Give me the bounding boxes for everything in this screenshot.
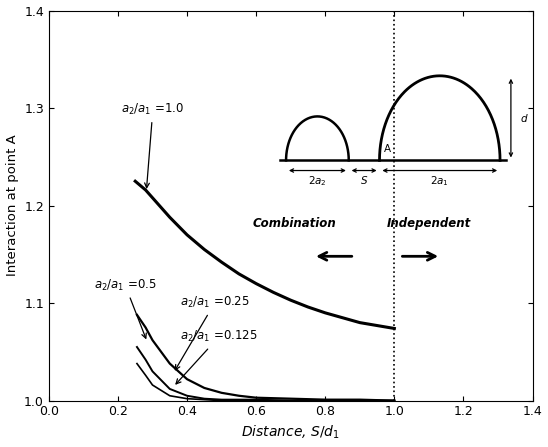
Text: $a_2/a_1$ =0.5: $a_2/a_1$ =0.5 bbox=[94, 278, 157, 338]
Text: A: A bbox=[384, 144, 391, 154]
Text: $a_2/a_1$ =0.25: $a_2/a_1$ =0.25 bbox=[175, 295, 250, 370]
Text: $2a_2$: $2a_2$ bbox=[308, 174, 327, 188]
Text: $d$: $d$ bbox=[520, 112, 529, 124]
Text: Combination: Combination bbox=[252, 217, 336, 230]
Text: $a_2/a_1$ =0.125: $a_2/a_1$ =0.125 bbox=[176, 329, 258, 384]
Y-axis label: Interaction at point A: Interaction at point A bbox=[5, 135, 19, 276]
Text: $a_2/a_1$ =1.0: $a_2/a_1$ =1.0 bbox=[122, 102, 184, 188]
Text: $S$: $S$ bbox=[360, 174, 368, 186]
Text: $2a_1$: $2a_1$ bbox=[430, 174, 449, 188]
Text: Independent: Independent bbox=[387, 217, 471, 230]
X-axis label: Distance, $S/d_1$: Distance, $S/d_1$ bbox=[241, 424, 340, 442]
